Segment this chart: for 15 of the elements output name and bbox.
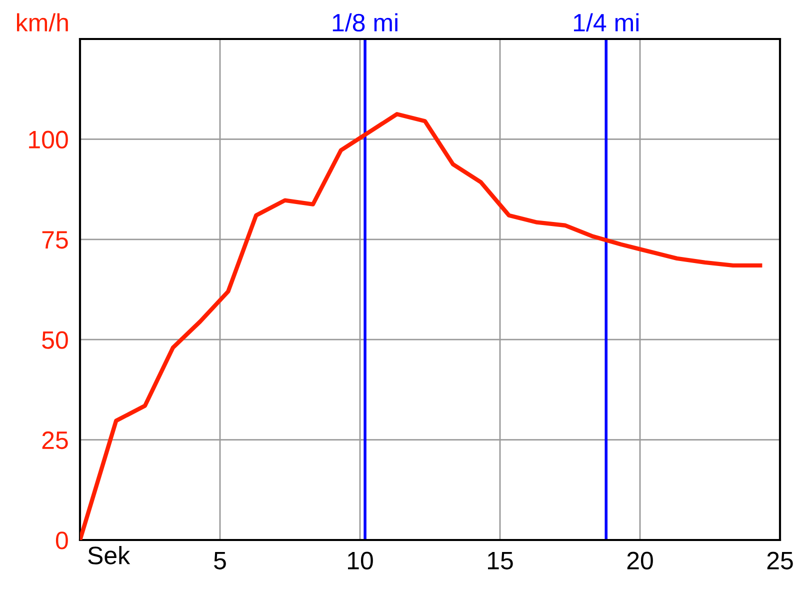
y-tick-label: 25 xyxy=(42,431,68,450)
y-tick-label: 50 xyxy=(42,331,68,349)
x-tick-label: 15 xyxy=(488,552,513,570)
y-axis-title: km/h xyxy=(17,13,68,32)
x-tick-label: 5 xyxy=(214,552,226,570)
line-series xyxy=(80,112,762,540)
y-tick-label: 100 xyxy=(29,130,68,149)
x-tick-label: 25 xyxy=(767,552,793,570)
x-tick-label: 10 xyxy=(348,552,373,570)
ref-line-label: 1/4 mi xyxy=(574,13,638,32)
ref-line-label: 1/8 mi xyxy=(332,13,398,32)
x-axis-title: Sek xyxy=(88,546,130,564)
y-tick-label: 75 xyxy=(42,231,68,249)
x-tick-label: 20 xyxy=(627,552,653,570)
y-tick-label: 0 xyxy=(56,532,68,550)
